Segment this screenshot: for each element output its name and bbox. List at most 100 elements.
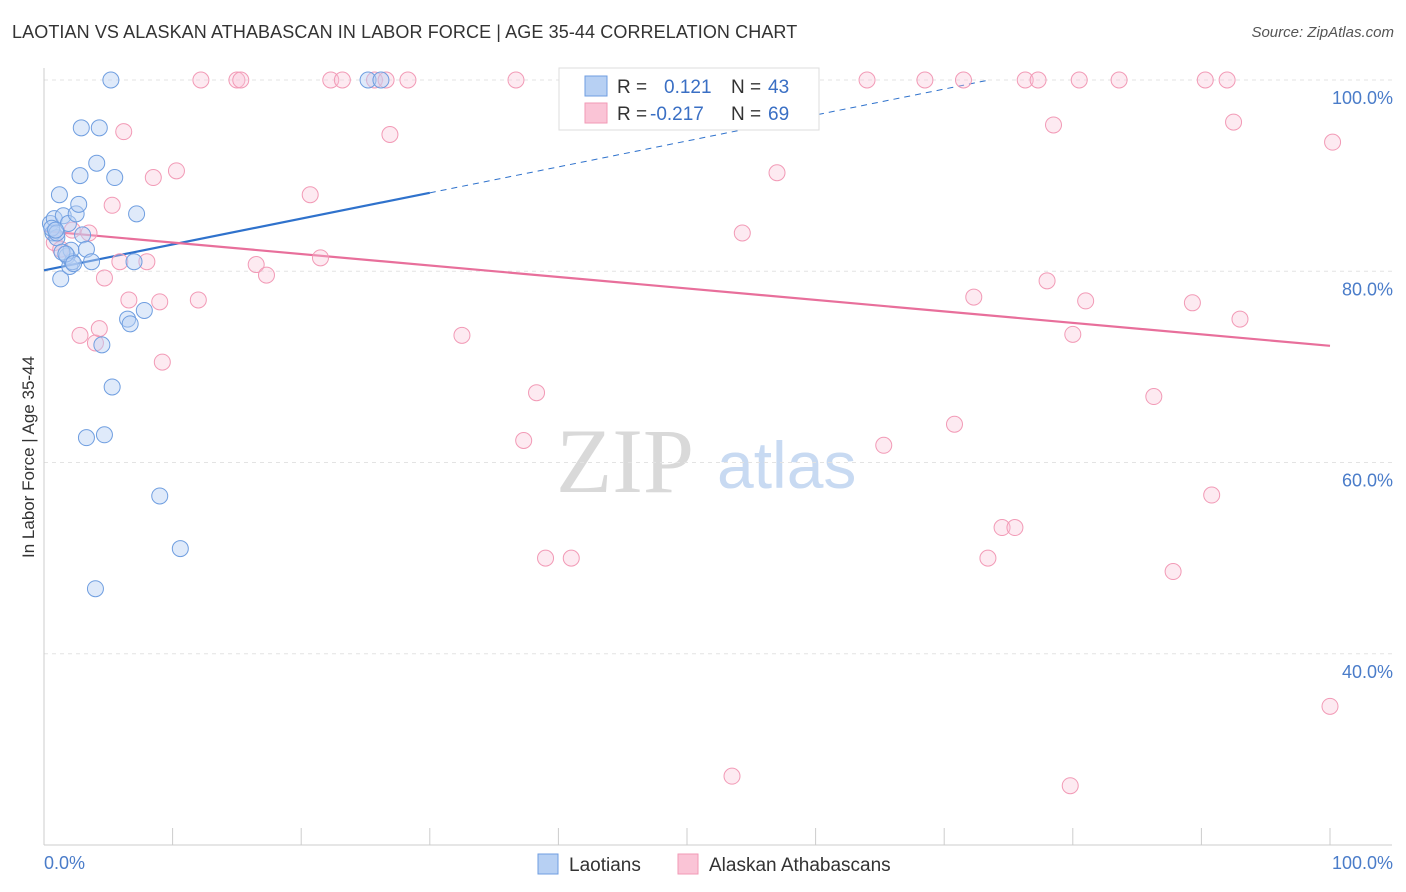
alaskan-point [167, 162, 185, 180]
laotian-point [88, 154, 106, 172]
alaskan-point [1183, 294, 1201, 312]
alaskan-point [144, 169, 162, 187]
alaskan-point [768, 164, 786, 182]
laotian-point [77, 429, 95, 447]
watermark-atlas: atlas [717, 428, 856, 502]
laotian-point [50, 186, 68, 204]
alaskan-point [257, 266, 275, 284]
alaskan-point [507, 71, 525, 89]
alaskan-point [138, 253, 156, 271]
alaskan-point [945, 415, 963, 433]
alaskan-point [453, 326, 471, 344]
alaskan-point [1324, 133, 1342, 151]
alaskan-point [322, 71, 340, 89]
laotian-point [125, 253, 143, 271]
alaskan-point [1045, 116, 1063, 134]
alaskan-point [301, 186, 319, 204]
alaskan-point [1321, 697, 1339, 715]
alaskan-point [1231, 310, 1249, 328]
alaskan-point [80, 224, 98, 242]
alaskan-point [1145, 388, 1163, 406]
legend-n-label-1: N = [731, 77, 761, 98]
bottom-legend-label-laotians: Laotians [569, 855, 641, 876]
alaskan-point [86, 334, 104, 352]
alaskan-point [311, 249, 329, 267]
laotian-point [77, 240, 95, 258]
alaskan-point [858, 71, 876, 89]
alaskan-point [192, 71, 210, 89]
series-legend: Laotians Alaskan Athabascans [537, 853, 891, 876]
laotian-point [71, 167, 89, 185]
alaskan-point [1016, 71, 1034, 89]
laotian-point [102, 71, 120, 89]
alaskan-point [247, 256, 265, 274]
legend-n-label-2: N = [731, 104, 761, 125]
alaskan-point [366, 71, 384, 89]
alaskan-point [381, 126, 399, 144]
laotian-point [171, 540, 189, 558]
y-tick-label: 60.0% [1342, 471, 1393, 491]
alaskan-point [954, 71, 972, 89]
alaskan-point [232, 71, 250, 89]
alaskan-point [1164, 563, 1182, 581]
alaskan-point [115, 123, 133, 141]
alaskan-point [1061, 777, 1079, 795]
laotian-point [359, 71, 377, 89]
laotian-point [128, 205, 146, 223]
laotian-point [119, 310, 137, 328]
stats-legend: R = 0.121 N = 43 R = -0.217 N = 69 [558, 67, 820, 131]
tick-labels: 100.0% 80.0% 60.0% 40.0% 0.0% 100.0% [44, 88, 1393, 873]
alaskan-point [1203, 486, 1221, 504]
legend-n-value-1: 43 [768, 77, 789, 98]
alaskan-point [111, 253, 129, 271]
alaskan-point [71, 326, 89, 344]
alaskan-point [377, 71, 395, 89]
alaskan-point [1070, 71, 1088, 89]
laotian-trend-line [43, 191, 431, 272]
laotian-point [106, 169, 124, 187]
y-axis-label: In Labor Force | Age 35-44 [19, 356, 38, 558]
alaskan-point [965, 288, 983, 306]
laotian-point [47, 221, 65, 239]
alaskan-point [1038, 272, 1056, 290]
alaskan-point [979, 549, 997, 567]
laotian-point [67, 205, 85, 223]
laotian-point [65, 255, 83, 273]
alaskan-point [528, 384, 546, 402]
alaskan-point [875, 436, 893, 454]
y-tick-label: 40.0% [1342, 662, 1393, 682]
alaskan-point [1064, 325, 1082, 343]
alaskan-point [916, 71, 934, 89]
alaskan-point [1196, 71, 1214, 89]
alaskan-point [733, 224, 751, 242]
bottom-legend-swatch-alaskan [677, 853, 699, 875]
laotian-point [74, 226, 92, 244]
y-tick-label: 100.0% [1332, 88, 1393, 108]
laotian-point [48, 224, 66, 242]
legend-swatch-alaskan [584, 102, 608, 124]
alaskan-point [120, 291, 138, 309]
legend-n-value-2: 69 [768, 104, 789, 125]
source-label: Source: ZipAtlas.com [1251, 24, 1394, 41]
laotian-point [93, 336, 111, 354]
laotian-point [121, 315, 139, 333]
alaskan-point [993, 519, 1011, 537]
x-tick-label: 100.0% [1332, 853, 1393, 873]
alaskan-point [95, 269, 113, 287]
trend-lines [43, 79, 1331, 347]
alaskan-point [1077, 292, 1095, 310]
laotian-point [90, 119, 108, 137]
y-tick-label: 80.0% [1342, 279, 1393, 299]
alaskan-point [333, 71, 351, 89]
laotian-point [372, 71, 390, 89]
legend-r-value-1: 0.121 [664, 77, 712, 98]
laotian-point [151, 487, 169, 505]
laotian-point [95, 426, 113, 444]
laotian-point [86, 580, 104, 598]
legend-r-label-2: R = [617, 104, 647, 125]
alaskan-point [189, 291, 207, 309]
watermark-zip: ZIP [556, 410, 694, 512]
alaskan-point [399, 71, 417, 89]
alaskan-point [1006, 519, 1024, 537]
